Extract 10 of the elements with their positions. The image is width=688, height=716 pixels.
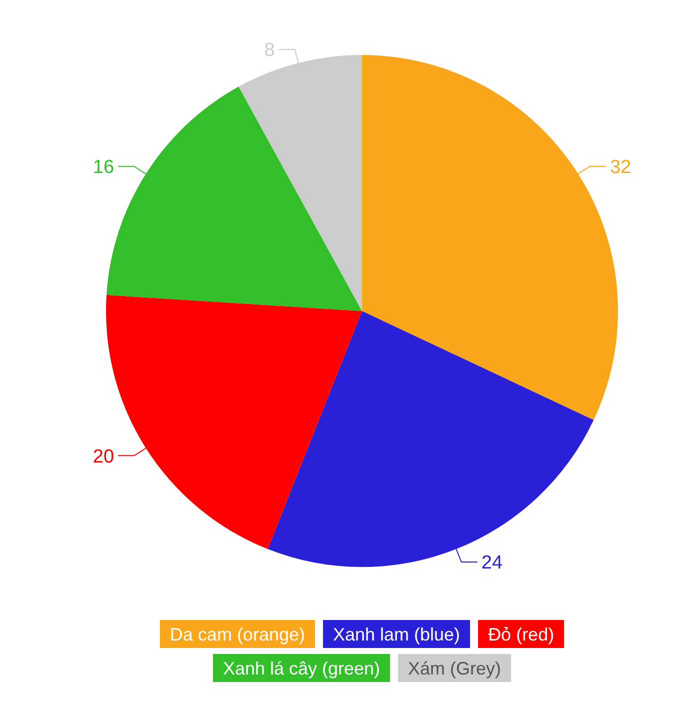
pie-slice [268, 311, 594, 567]
data-label: 32 [610, 156, 632, 178]
legend-label: Xanh lá cây (green) [222, 658, 380, 678]
legend-label: Da cam (orange) [170, 624, 305, 644]
legend-label: Xanh lam (blue) [332, 624, 460, 644]
data-label: 24 [481, 552, 503, 574]
legend-label: Đỏ (red) [488, 624, 554, 644]
data-label: 16 [92, 156, 114, 178]
legend-label: Xám (Grey) [408, 658, 502, 678]
data-label: 20 [92, 446, 114, 468]
